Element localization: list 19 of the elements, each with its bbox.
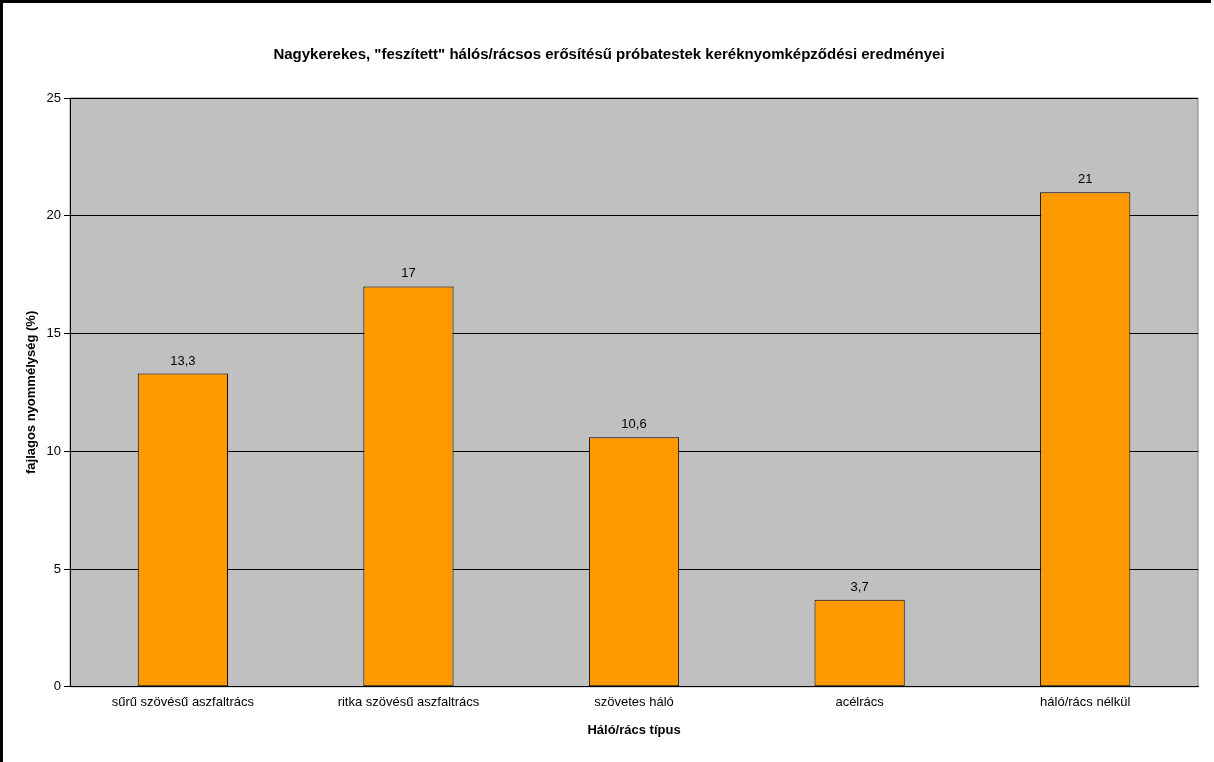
data-label: 17 xyxy=(401,265,416,281)
data-label: 10,6 xyxy=(621,416,647,432)
x-tick-label: szövetes háló xyxy=(594,694,674,710)
x-tick-label: háló/rács nélkül xyxy=(1040,694,1131,710)
data-label: 13,3 xyxy=(170,352,196,368)
y-tick-label: 10 xyxy=(46,442,62,458)
chart-title: Nagykerekes, "feszített" hálós/rácsos erősítésű próbatestek keréknyomképződési eredményei xyxy=(273,45,945,63)
x-tick-label: ritka szövésű aszfaltrács xyxy=(337,694,480,710)
y-tick-label: 0 xyxy=(53,678,62,694)
data-label: 21 xyxy=(1077,171,1093,187)
y-tick-label: 25 xyxy=(46,89,62,105)
y-tick-label: 5 xyxy=(53,560,62,576)
x-tick-label: sűrű szövésű aszfaltrács xyxy=(111,694,255,710)
x-tick-label: acélrács xyxy=(835,694,885,710)
data-label: 3,7 xyxy=(850,578,869,594)
y-tick-label: 15 xyxy=(46,325,62,341)
y-axis-title: fajlagos nyommélység (%) xyxy=(23,310,39,475)
y-tick-label: 20 xyxy=(46,207,62,223)
x-axis-title: Háló/rács típus xyxy=(587,721,681,737)
